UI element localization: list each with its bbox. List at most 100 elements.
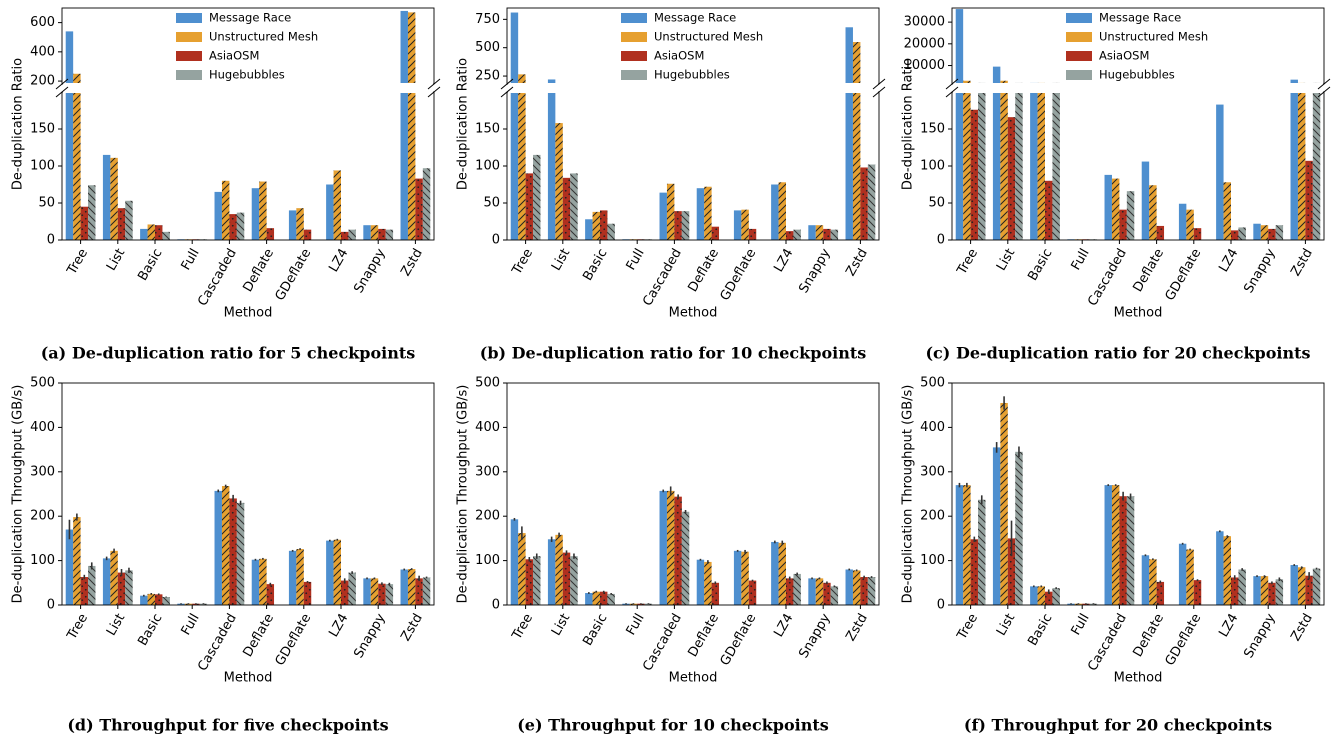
x-axis-label: Method [1114,306,1163,321]
bar [266,228,275,240]
bar [963,92,971,240]
bar [867,577,876,605]
x-tick-label: Basic [135,611,165,648]
bar [1216,531,1224,605]
bar [823,582,831,605]
caption: (b) De-duplication ratio for 10 checkpoi… [480,344,866,363]
break-mark [872,78,886,90]
bar [1126,496,1135,605]
x-tick-label: List [994,611,1018,638]
bar [592,211,600,240]
bar [748,228,757,240]
y-axis-label: De-duplication Ratio [456,58,471,190]
bar [125,570,133,605]
bar [570,556,578,605]
bar [1297,92,1306,240]
y-tick-label: 50 [928,196,945,211]
bar-upper [400,10,408,84]
break-mark [55,78,69,90]
bar [1007,117,1016,240]
bar [852,570,861,605]
bar [192,603,200,605]
bar [1067,603,1075,605]
y-tick-label: 150 [920,122,945,137]
x-axis-label: Method [669,671,718,686]
x-tick-label: Cascaded [195,246,240,308]
bar [65,529,74,605]
y-tick-label: 100 [475,159,500,174]
bar [518,92,526,240]
x-tick-label: List [104,246,128,273]
bar [1238,569,1246,605]
break-mark [1317,86,1331,98]
legend-swatch [621,13,647,23]
bar [162,231,170,240]
x-tick-label: List [104,611,128,638]
legend-label: Message Race [209,11,291,25]
bar [184,603,193,605]
x-tick-label: Basic [580,246,610,283]
bar [1231,577,1239,605]
y-tick-label: 0 [47,598,55,613]
bar [1275,579,1284,605]
bar [852,92,861,240]
chart: 250 500 750 0 50 100 150 Tree List Basic FullCasca… [456,7,886,363]
legend-label: Unstructured Mesh [654,30,763,44]
bar-upper [547,79,556,84]
legend-label: Message Race [654,11,736,25]
y-tick-label: 50 [483,196,500,211]
break-mark [500,86,514,98]
bar [741,551,749,605]
bar [110,157,118,240]
bar [562,552,571,605]
bar-upper [852,42,861,84]
bar [1015,451,1023,605]
axes-frame [506,382,880,606]
legend-label: AsiaOSM [1099,49,1149,63]
bar [525,173,534,240]
x-tick-label: Zstd [1288,611,1316,644]
y-tick-label: 500 [30,376,55,391]
bar [1030,586,1038,605]
bar [1193,228,1202,240]
bar [585,593,593,605]
x-tick-label: Snappy [796,611,833,661]
bar [771,184,779,240]
bar [778,182,786,240]
bar [117,572,126,605]
bar [970,109,979,240]
bar [681,511,690,605]
bar [1082,603,1090,605]
bar [510,519,519,605]
break-mark [1317,78,1331,90]
bar-upper [955,9,964,84]
bar [607,593,615,605]
caption: (f) Throughput for 20 checkpoints [964,716,1272,735]
legend-swatch [1066,13,1092,23]
bar [1141,555,1150,605]
bar [259,558,267,605]
x-tick-label: Tree [509,611,536,643]
x-tick-label: LZ4 [326,611,351,640]
bar [341,231,349,240]
bar [637,603,645,605]
x-tick-label: Snappy [351,246,388,296]
bar [1045,591,1053,605]
y-tick-label: 500 [475,40,500,55]
bar [533,154,541,240]
x-tick-label: GDeflate [1163,611,1205,668]
bar [510,92,519,240]
break-mark [945,86,959,98]
bar [1007,538,1016,605]
bar-upper [510,12,519,84]
caption: (d) Throughput for five checkpoints [67,716,388,735]
bar [666,490,675,605]
bar [970,539,979,605]
bar [1193,580,1202,605]
x-tick-label: Full [179,246,203,273]
bar [1156,225,1165,240]
bar-upper [73,73,81,84]
bar [1253,576,1261,605]
bar [1156,581,1165,605]
